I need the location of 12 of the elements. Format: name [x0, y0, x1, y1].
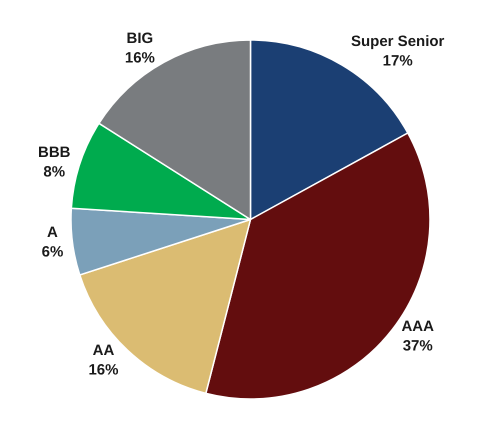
- data-label: 16%: [124, 49, 155, 66]
- data-label: 17%: [382, 52, 413, 70]
- slice-label: Super Senior: [351, 33, 445, 50]
- data-label: 6%: [42, 244, 64, 261]
- slice-label: BIG: [126, 30, 154, 47]
- slice-label: A: [47, 224, 58, 242]
- data-label: 16%: [88, 361, 118, 378]
- slice-label: BBB: [38, 144, 71, 162]
- data-label: 37%: [402, 338, 433, 355]
- data-label: 8%: [43, 164, 66, 181]
- slice-label: AA: [92, 342, 114, 359]
- slice-label: AAA: [401, 318, 434, 336]
